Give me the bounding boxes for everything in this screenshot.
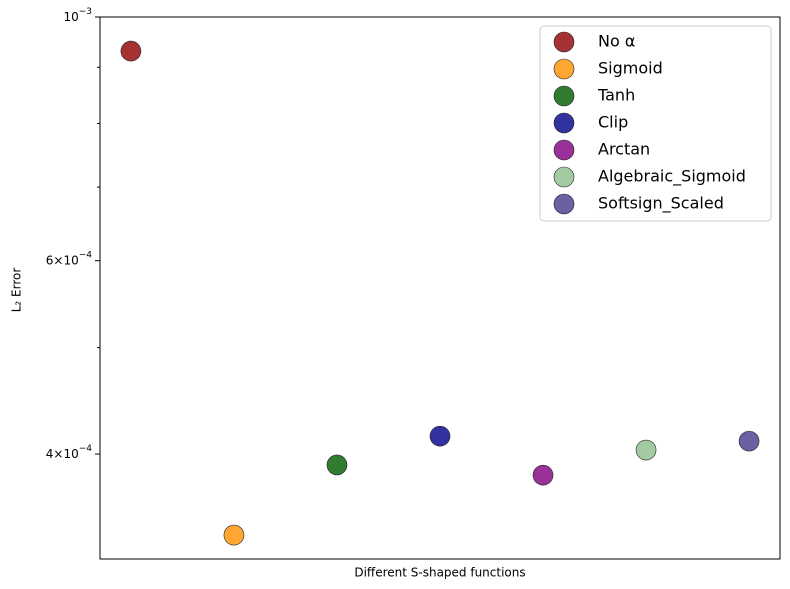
- y-tick-base: 10: [63, 10, 78, 24]
- legend-label: Tanh: [597, 86, 635, 105]
- y-tick-label: 4×10−4: [46, 444, 93, 461]
- y-tick-base: 6×10: [46, 253, 79, 267]
- point: [223, 524, 245, 546]
- legend-label: No α: [598, 32, 635, 51]
- legend-label: Clip: [598, 113, 628, 132]
- point: [635, 439, 657, 461]
- legend-marker: [553, 85, 575, 107]
- y-tick-label: 10−3: [63, 7, 92, 24]
- y-tick-exponent: −3: [79, 7, 92, 17]
- legend-label: Softsign_Scaled: [598, 194, 724, 214]
- y-tick-exponent: −4: [79, 444, 93, 454]
- legend-marker: [553, 139, 575, 161]
- legend-label: Sigmoid: [598, 59, 663, 78]
- legend-marker: [553, 112, 575, 134]
- y-tick-base: 4×10: [46, 447, 79, 461]
- point: [326, 454, 348, 476]
- y-tick-label: 6×10−4: [46, 250, 93, 267]
- legend-marker: [553, 193, 575, 215]
- y-tick-exponent: −4: [79, 250, 93, 260]
- legend-marker: [553, 31, 575, 53]
- point: [532, 464, 554, 486]
- legend-label: Arctan: [598, 140, 650, 159]
- legend-label: Algebraic_Sigmoid: [598, 167, 746, 187]
- x-axis-label: Different S-shaped functions: [354, 566, 525, 580]
- legend-marker: [553, 166, 575, 188]
- point: [429, 425, 451, 447]
- y-axis-label: L₂ Error: [10, 268, 24, 313]
- legend-marker: [553, 58, 575, 80]
- point: [738, 430, 760, 452]
- point: [120, 40, 142, 62]
- plot-frame: [99, 16, 781, 560]
- legend-box: [539, 25, 772, 222]
